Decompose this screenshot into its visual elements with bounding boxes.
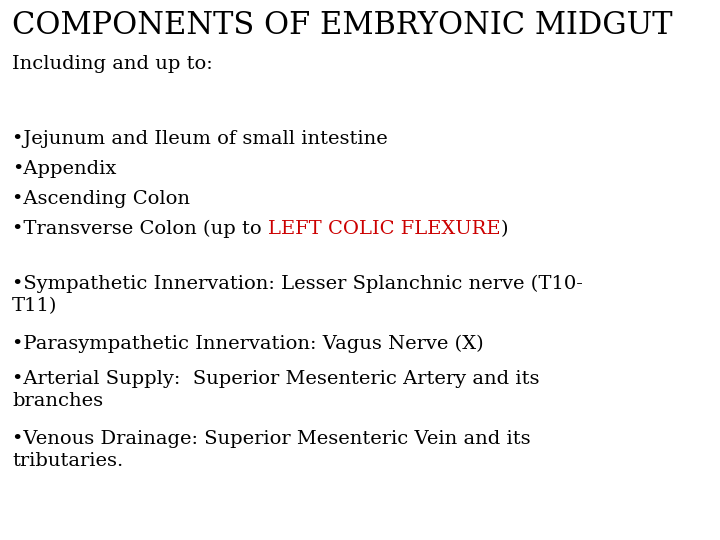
Text: •Sympathetic Innervation: Lesser Splanchnic nerve (T10-
T11): •Sympathetic Innervation: Lesser Splanch… [12, 275, 583, 315]
Text: •Jejunum and Ileum of small intestine: •Jejunum and Ileum of small intestine [12, 130, 388, 148]
Text: •Venous Drainage: Superior Mesenteric Vein and its
tributaries.: •Venous Drainage: Superior Mesenteric Ve… [12, 430, 531, 470]
Text: COMPONENTS OF EMBRYONIC MIDGUT: COMPONENTS OF EMBRYONIC MIDGUT [12, 10, 672, 41]
Text: •Ascending Colon: •Ascending Colon [12, 190, 190, 208]
Text: •Transverse Colon (up to: •Transverse Colon (up to [12, 220, 268, 238]
Text: •Appendix: •Appendix [12, 160, 117, 178]
Text: ): ) [500, 220, 508, 238]
Text: Including and up to:: Including and up to: [12, 55, 212, 73]
Text: LEFT COLIC FLEXURE: LEFT COLIC FLEXURE [268, 220, 500, 238]
Text: •Arterial Supply:  Superior Mesenteric Artery and its
branches: •Arterial Supply: Superior Mesenteric Ar… [12, 370, 539, 410]
Text: •Parasympathetic Innervation: Vagus Nerve (X): •Parasympathetic Innervation: Vagus Nerv… [12, 335, 484, 353]
